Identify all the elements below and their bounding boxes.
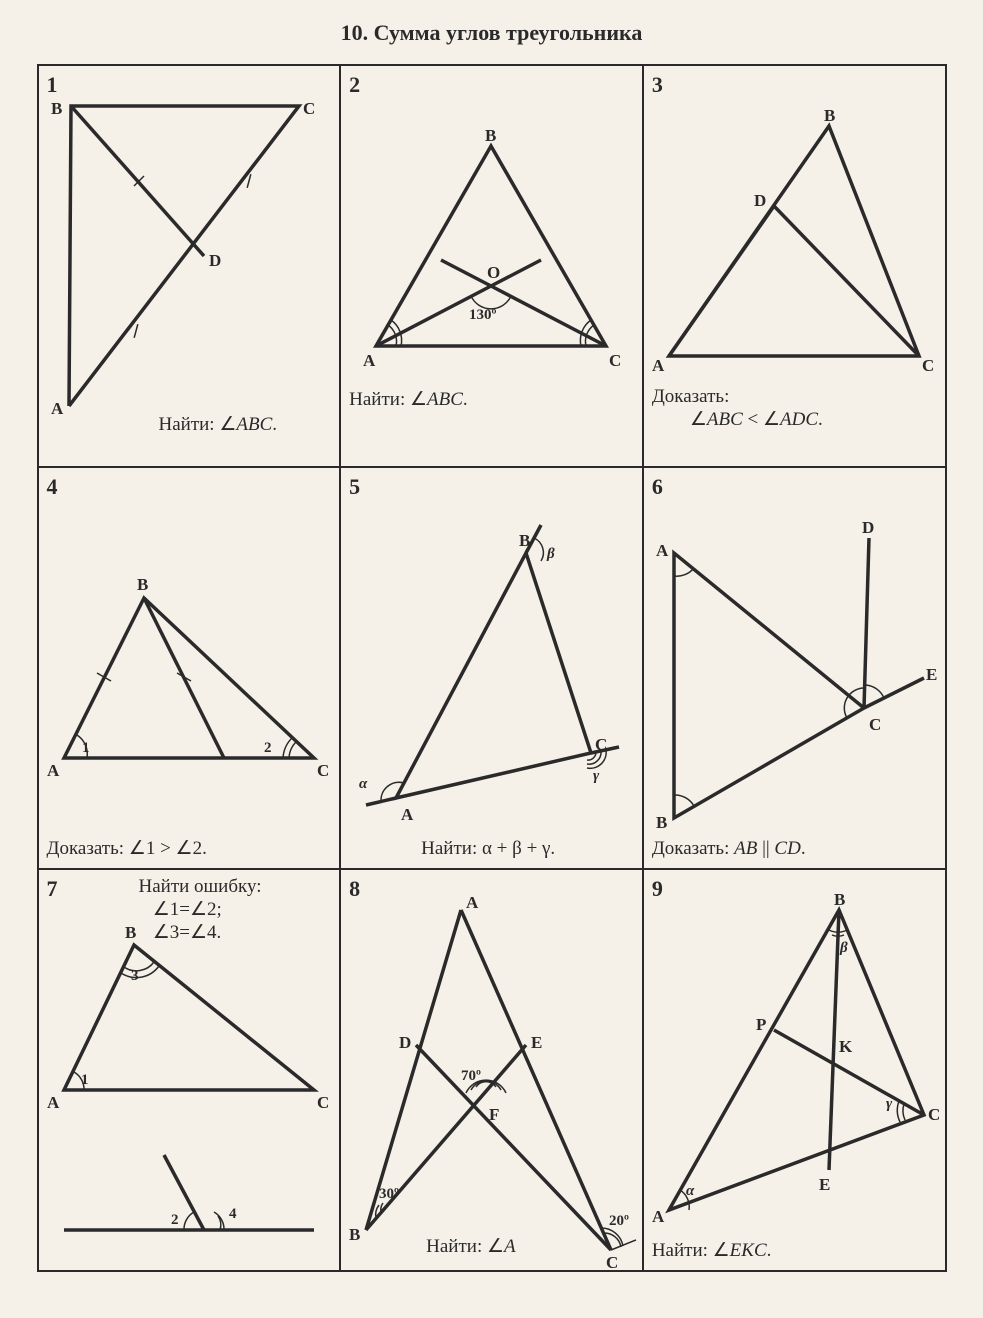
problem-cell-7: 7 Найти ошибку: ∠1=∠2; ∠3=∠4. A B C 1 3 …	[39, 870, 340, 1270]
task-text: Доказать: ∠ABC < ∠ADC.	[652, 386, 937, 431]
svg-text:B: B	[125, 923, 136, 942]
svg-text:α: α	[686, 1183, 695, 1199]
svg-text:D: D	[862, 518, 874, 537]
problem-grid: 1 B C D A Найти: Найти: ∠ABC.∠ABC. 2 B O…	[37, 64, 947, 1272]
problem-cell-1: 1 B C D A Найти: Найти: ∠ABC.∠ABC.	[39, 66, 340, 466]
diagram-9: A B C E K P α β γ	[644, 870, 947, 1270]
svg-text:A: A	[656, 541, 669, 560]
svg-text:P: P	[756, 1015, 766, 1034]
svg-text:A: A	[47, 761, 60, 780]
diagram-3: B D A C	[644, 66, 947, 436]
diagram-5: B β C γ A α	[341, 468, 644, 838]
svg-text:B: B	[519, 531, 530, 550]
svg-text:E: E	[531, 1033, 542, 1052]
svg-text:C: C	[922, 356, 934, 375]
svg-text:C: C	[303, 99, 315, 118]
problem-cell-6: 6 A D E C B Доказать: AB || CD.	[644, 468, 945, 868]
svg-text:1: 1	[82, 740, 90, 756]
svg-text:C: C	[869, 715, 881, 734]
task-text: Доказать: ∠1 > ∠2.	[47, 837, 332, 860]
svg-text:β: β	[839, 940, 848, 956]
svg-text:E: E	[926, 665, 937, 684]
svg-text:A: A	[51, 399, 64, 418]
problem-cell-3: 3 B D A C Доказать: ∠ABC < ∠ADC.	[644, 66, 945, 466]
svg-text:C: C	[317, 1093, 329, 1112]
svg-text:A: A	[466, 893, 479, 912]
svg-text:B: B	[485, 126, 496, 145]
svg-text:C: C	[928, 1105, 940, 1124]
task-text: Найти: ∠ABC.	[349, 388, 634, 411]
svg-text:γ: γ	[593, 768, 600, 784]
svg-text:20º: 20º	[609, 1213, 629, 1229]
task-text: Найти: α + β + γ.	[421, 838, 634, 860]
problem-cell-9: 9 A B C E K P α β γ Найти: ∠EKC.	[644, 870, 945, 1270]
problem-cell-5: 5 B β C γ A α Найти: α + β + γ.	[341, 468, 642, 868]
svg-text:1: 1	[81, 1072, 89, 1088]
svg-text:D: D	[399, 1033, 411, 1052]
svg-text:A: A	[652, 1207, 665, 1226]
svg-text:30º: 30º	[379, 1186, 399, 1202]
diagram-6: A D E C B	[644, 468, 947, 838]
svg-text:A: A	[363, 351, 376, 370]
task-text: Найти: ∠EKC.	[652, 1239, 937, 1262]
svg-text:D: D	[209, 251, 221, 270]
page-title: 10. Сумма углов треугольника	[20, 20, 963, 46]
svg-text:γ: γ	[886, 1096, 893, 1112]
diagram-1: B C D A	[39, 66, 342, 436]
task-text: Найти: Найти: ∠ABC.∠ABC.	[159, 413, 332, 436]
diagram-7: A B C 1 3 2 4	[39, 870, 342, 1270]
svg-text:B: B	[349, 1225, 360, 1244]
task-text: Доказать: AB || CD.	[652, 838, 937, 860]
svg-text:β: β	[546, 546, 555, 562]
task-text: Найти: ∠A	[426, 1235, 634, 1258]
problem-cell-8: 8 A D E F 70º B 30º C 20º Найти: ∠A	[341, 870, 642, 1270]
svg-text:A: A	[401, 805, 414, 824]
svg-text:4: 4	[229, 1206, 237, 1222]
svg-text:C: C	[595, 735, 607, 754]
svg-text:2: 2	[171, 1212, 179, 1228]
svg-text:α: α	[359, 776, 368, 792]
svg-text:C: C	[317, 761, 329, 780]
svg-text:E: E	[819, 1175, 830, 1194]
diagram-8: A D E F 70º B 30º C 20º	[341, 870, 644, 1270]
svg-text:O: O	[487, 263, 500, 282]
svg-text:A: A	[47, 1093, 60, 1112]
diagram-2: B O 130º A C	[341, 66, 644, 436]
svg-text:70º: 70º	[461, 1068, 481, 1084]
svg-text:C: C	[609, 351, 621, 370]
svg-text:2: 2	[264, 740, 272, 756]
svg-text:B: B	[834, 890, 845, 909]
svg-text:B: B	[656, 813, 667, 832]
svg-text:B: B	[137, 575, 148, 594]
svg-text:130º: 130º	[469, 307, 497, 323]
svg-text:B: B	[824, 106, 835, 125]
problem-cell-2: 2 B O 130º A C Найти: ∠ABC.	[341, 66, 642, 466]
svg-text:K: K	[839, 1037, 853, 1056]
svg-text:3: 3	[131, 968, 139, 984]
svg-text:F: F	[489, 1105, 499, 1124]
problem-cell-4: 4 B A C 1 2 Доказать: ∠1 > ∠2.	[39, 468, 340, 868]
diagram-4: B A C 1 2	[39, 468, 342, 838]
svg-text:B: B	[51, 99, 62, 118]
svg-text:D: D	[754, 191, 766, 210]
svg-text:A: A	[652, 356, 665, 375]
